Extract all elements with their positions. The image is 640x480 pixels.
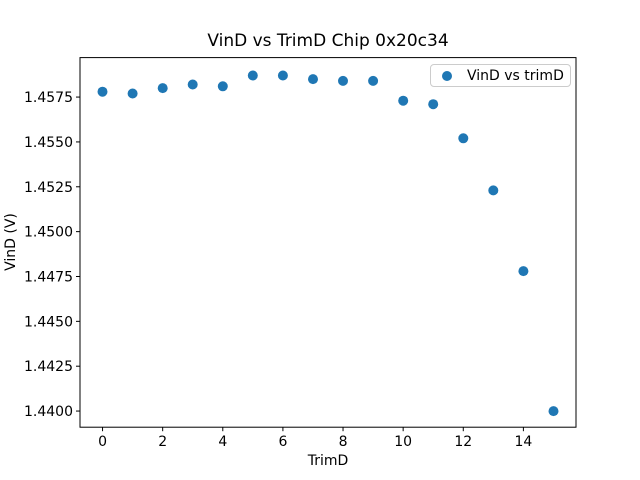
legend-marker-dot-icon xyxy=(442,70,452,81)
data-point xyxy=(247,70,258,81)
x-tick-label: 14 xyxy=(514,434,532,450)
y-tick-label: 1.4575 xyxy=(24,90,73,106)
data-point xyxy=(157,83,168,94)
legend-label: VinD vs trimD xyxy=(467,67,564,84)
data-point xyxy=(127,88,138,99)
data-point xyxy=(488,185,499,196)
y-tick-label: 1.4525 xyxy=(24,180,73,196)
y-tick-label: 1.4400 xyxy=(24,404,73,420)
y-tick-label: 1.4425 xyxy=(24,359,73,375)
y-tick-label: 1.4475 xyxy=(24,269,73,285)
x-tick-label: 0 xyxy=(98,434,107,450)
data-point xyxy=(398,95,409,106)
axes-frame xyxy=(79,57,577,428)
x-axis-label: TrimD xyxy=(307,453,349,469)
x-tick-label: 12 xyxy=(454,434,472,450)
data-point xyxy=(308,74,318,85)
y-tick-label: 1.4500 xyxy=(24,225,73,241)
data-point xyxy=(97,86,108,97)
x-tick-label: 2 xyxy=(158,434,167,450)
chart-title: VinD vs TrimD Chip 0x20c34 xyxy=(207,31,449,51)
data-point xyxy=(548,406,559,417)
data-point xyxy=(428,99,439,110)
data-point xyxy=(217,81,228,92)
data-point xyxy=(368,75,379,86)
data-point xyxy=(277,70,288,81)
y-axis-label: VinD (V) xyxy=(3,213,19,271)
data-point xyxy=(187,79,198,90)
x-tick-label: 8 xyxy=(339,434,348,450)
y-tick-label: 1.4450 xyxy=(24,314,73,330)
data-point xyxy=(518,266,529,277)
data-point xyxy=(338,75,348,86)
y-tick-label: 1.4550 xyxy=(24,135,73,151)
legend: VinD vs trimD xyxy=(430,64,571,87)
data-point xyxy=(458,133,469,144)
x-tick-label: 6 xyxy=(278,434,287,450)
x-tick-label: 4 xyxy=(218,434,227,450)
x-tick-label: 10 xyxy=(394,434,412,450)
